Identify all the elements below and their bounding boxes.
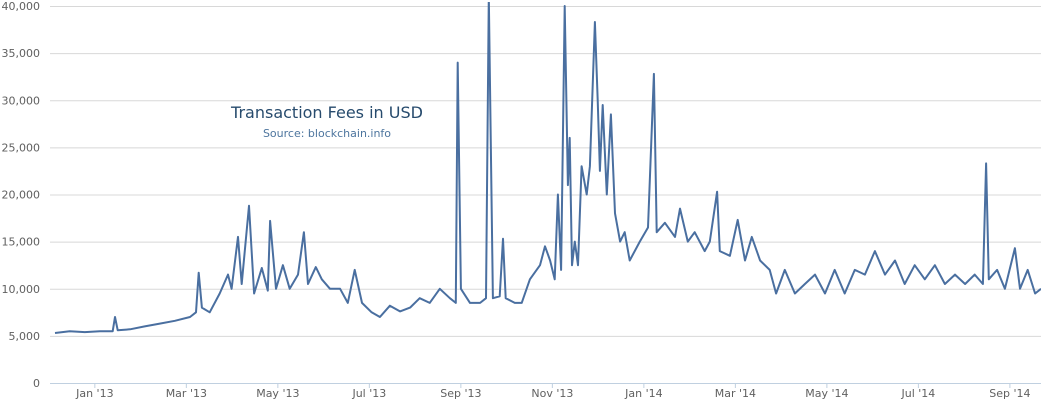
x-tick-label: Jan '13 [75, 387, 113, 400]
chart-subtitle: Source: blockchain.info [263, 127, 391, 140]
x-tick-label: Jan '14 [624, 387, 662, 400]
plot-area [54, 2, 1041, 334]
y-tick-label: 40,000 [2, 0, 41, 13]
x-tick-label: Sep '14 [989, 387, 1030, 400]
data-line [54, 2, 1041, 334]
x-tick-label: May '13 [256, 387, 299, 400]
x-tick-label: Mar '13 [166, 387, 207, 400]
y-tick-label: 15,000 [2, 236, 41, 249]
y-tick-label: 25,000 [2, 141, 41, 154]
y-tick-label: 0 [33, 377, 40, 390]
chart-title: Transaction Fees in USD [230, 103, 423, 122]
grid [50, 6, 1041, 384]
y-tick-label: 35,000 [2, 47, 41, 60]
x-tick-label: May '14 [805, 387, 848, 400]
x-tick-label: Jul '13 [351, 387, 386, 400]
x-tick-label: Nov '13 [531, 387, 573, 400]
y-tick-label: 5,000 [9, 330, 41, 343]
x-tick-label: Sep '13 [440, 387, 481, 400]
y-tick-label: 20,000 [2, 189, 41, 202]
y-tick-label: 30,000 [2, 94, 41, 107]
y-tick-label: 10,000 [2, 283, 41, 296]
x-tick-label: Jul '14 [900, 387, 935, 400]
x-tick-label: Mar '14 [715, 387, 756, 400]
